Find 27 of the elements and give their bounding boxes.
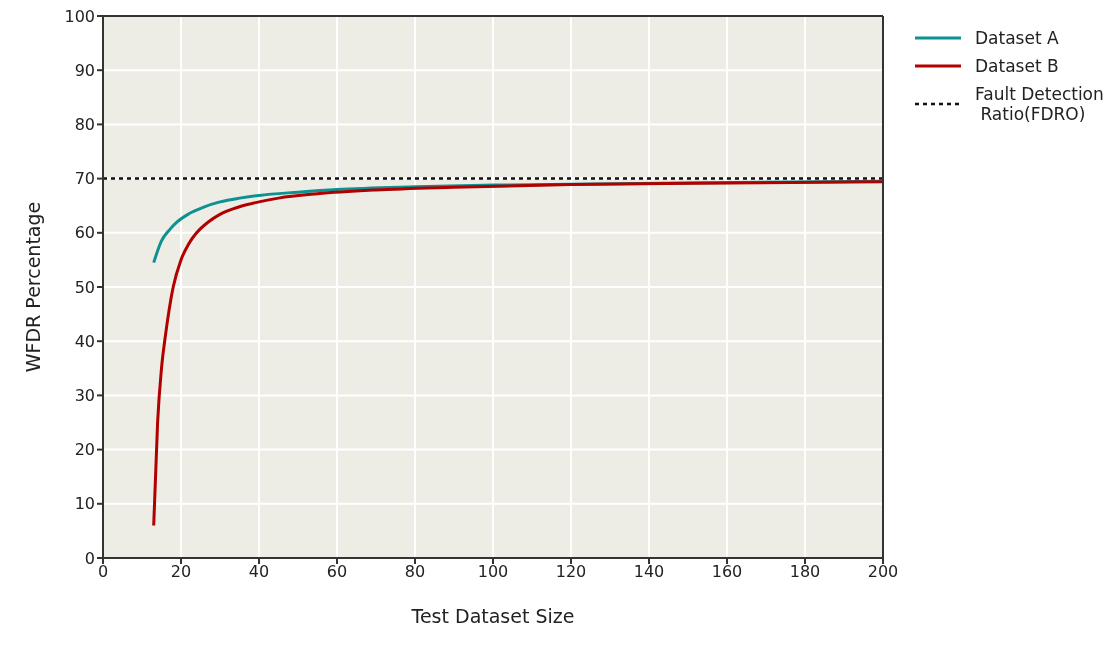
legend-label: Fault Detection Ratio(FDRO) [975,84,1104,124]
x-axis-title: Test Dataset Size [410,605,575,627]
y-tick-label: 70 [74,169,95,189]
legend-label: Dataset B [975,56,1059,76]
y-tick-label: 80 [74,115,95,135]
y-tick-label: 30 [74,386,95,406]
x-tick-label: 60 [326,562,348,582]
y-tick-label: 20 [74,440,95,460]
y-tick-label: 40 [74,331,95,351]
y-axis-title: WFDR Percentage [21,201,44,373]
y-tick-label: 100 [64,6,95,26]
x-tick-label: 160 [711,562,743,582]
y-tick-label: 60 [74,223,95,243]
x-tick-label: 140 [633,562,665,582]
x-tick-label: 100 [477,562,509,582]
x-tick-label: 0 [97,562,109,582]
x-tick-label: 40 [248,562,270,582]
y-tick-label: 50 [74,277,95,297]
x-tick-label: 80 [404,562,426,582]
legend-label: Dataset A [975,28,1059,48]
y-tick-label: 0 [84,548,95,568]
y-tick-label: 90 [74,60,95,80]
y-tick-label: 10 [74,494,95,514]
x-tick-label: 20 [170,562,192,582]
x-tick-label: 180 [789,562,821,582]
x-tick-label: 200 [867,562,899,582]
x-tick-label: 120 [555,562,587,582]
